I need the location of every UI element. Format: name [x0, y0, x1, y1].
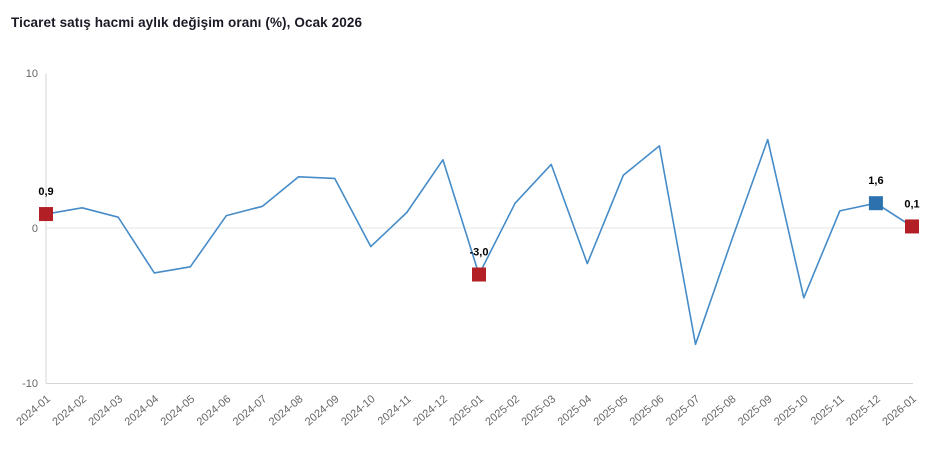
x-axis-tick-label: 2024-01	[14, 393, 53, 428]
x-axis-tick-label: 2025-09	[736, 393, 775, 428]
y-axis-tick-label: 10	[26, 68, 38, 80]
x-axis-tick-label: 2024-06	[195, 393, 234, 428]
series-line[interactable]	[45, 138, 913, 346]
point-value-label: 0,9	[38, 186, 53, 198]
x-axis-tick-label: 2025-03	[519, 393, 558, 428]
x-axis-tick-label: 2025-08	[700, 393, 739, 428]
x-axis-tick-label: 2024-02	[50, 393, 89, 428]
x-axis-tick-label: 2025-05	[592, 393, 631, 428]
y-axis-tick-label: -10	[22, 378, 38, 390]
x-axis-tick-label: 2025-04	[556, 393, 595, 428]
chart-title: Ticaret satış hacmi aylık değişim oranı …	[11, 15, 363, 30]
x-axis-tick-label: 2025-10	[772, 393, 811, 428]
x-axis-tick-label: 2024-08	[267, 393, 306, 428]
x-axis-tick-label: 2024-09	[303, 393, 342, 428]
y-axis-tick-label: 0	[32, 223, 38, 235]
x-axis-tick-label: 2025-01	[447, 393, 486, 428]
x-axis-tick-label: 2024-03	[86, 393, 125, 428]
x-axis-tick-label: 2024-10	[339, 393, 378, 428]
x-axis-tick-label: 2025-02	[483, 393, 522, 428]
red-square-marker[interactable]	[39, 207, 53, 222]
point-value-label: -3,0	[470, 247, 489, 259]
x-axis-tick-label: 2025-11	[809, 393, 847, 428]
x-axis-tick-label: 2024-12	[411, 393, 450, 428]
blue-square-marker[interactable]	[868, 196, 883, 211]
x-axis-tick-label: 2026-01	[880, 393, 919, 428]
x-axis-tick-label: 2024-05	[159, 393, 198, 428]
red-square-marker[interactable]	[472, 267, 486, 282]
x-axis-tick-label: 2025-07	[664, 393, 703, 428]
x-axis-tick-label: 2025-06	[628, 393, 667, 428]
point-value-label: 1,6	[868, 175, 883, 187]
red-square-marker[interactable]	[905, 219, 919, 234]
point-value-label: 0,1	[904, 198, 919, 210]
x-axis-tick-label: 2024-07	[231, 393, 270, 428]
x-axis-tick-label: 2025-12	[844, 393, 883, 428]
x-axis-tick-label: 2024-04	[123, 393, 162, 428]
x-axis-tick-label: 2024-11	[376, 393, 414, 428]
